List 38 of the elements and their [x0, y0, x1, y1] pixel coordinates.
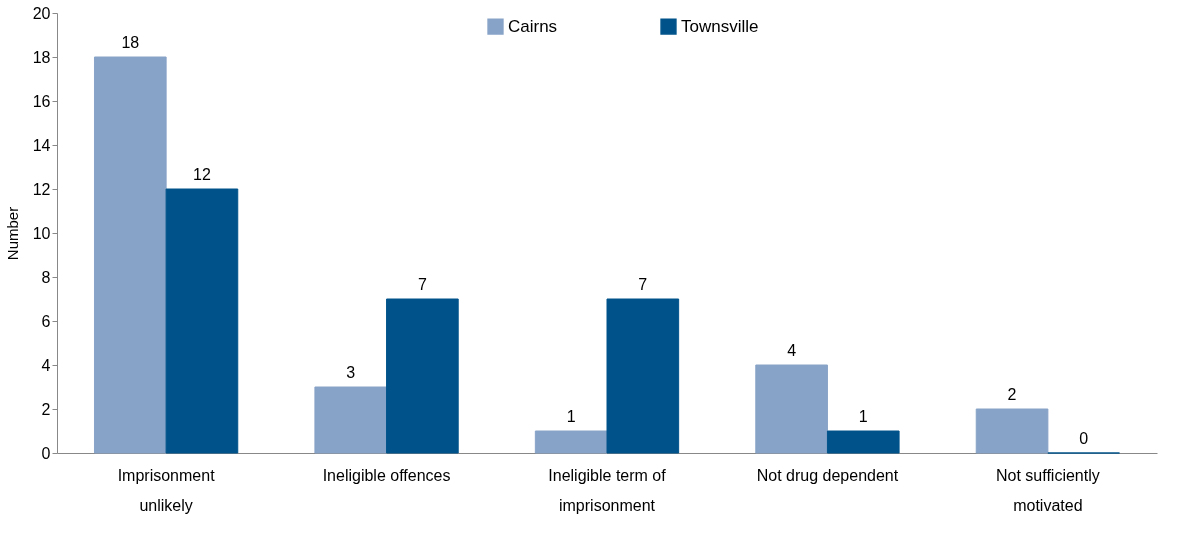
- y-tick-label: 6: [41, 312, 51, 330]
- data-label: 12: [193, 166, 211, 183]
- bar: [314, 386, 388, 454]
- legend-label: Cairns: [508, 16, 558, 36]
- bar: [975, 408, 1049, 454]
- bar: [755, 364, 828, 454]
- y-tick-label: 10: [32, 224, 51, 242]
- y-tick-label: 12: [32, 180, 51, 198]
- y-tick-label: 2: [41, 400, 51, 418]
- data-label: 1: [566, 408, 576, 425]
- bar: [93, 56, 167, 454]
- bar: [826, 430, 900, 454]
- y-tick-label: 0: [41, 444, 51, 462]
- bar: [606, 298, 680, 454]
- y-axis-title: Number: [3, 206, 21, 261]
- y-tick-label: 14: [32, 136, 51, 154]
- data-label: 0: [1079, 430, 1089, 447]
- x-tick-label: Not drug dependent: [756, 466, 899, 484]
- data-label: 1: [858, 408, 868, 425]
- data-label: 2: [1007, 386, 1017, 403]
- y-tick-label: 16: [32, 92, 51, 110]
- data-label: 3: [346, 364, 356, 381]
- bar: [534, 430, 608, 454]
- data-label: 18: [121, 34, 140, 51]
- data-label: 7: [417, 276, 427, 293]
- y-tick-label: 18: [32, 48, 51, 66]
- data-label: 4: [787, 342, 797, 359]
- data-label: 7: [638, 276, 648, 293]
- y-tick-label: 20: [32, 4, 51, 22]
- bar: [165, 188, 239, 454]
- x-tick-label: Imprisonment unlikely: [117, 466, 216, 514]
- bar: [386, 298, 459, 454]
- y-tick-label: 4: [41, 356, 51, 374]
- legend-label: Townsville: [681, 16, 759, 36]
- y-tick-label: 8: [41, 268, 51, 286]
- x-tick-label: Not sufficiently motivated: [996, 466, 1100, 514]
- x-tick-label: Ineligible term of imprisonment: [548, 466, 667, 514]
- x-tick-label: Ineligible offences: [322, 466, 451, 484]
